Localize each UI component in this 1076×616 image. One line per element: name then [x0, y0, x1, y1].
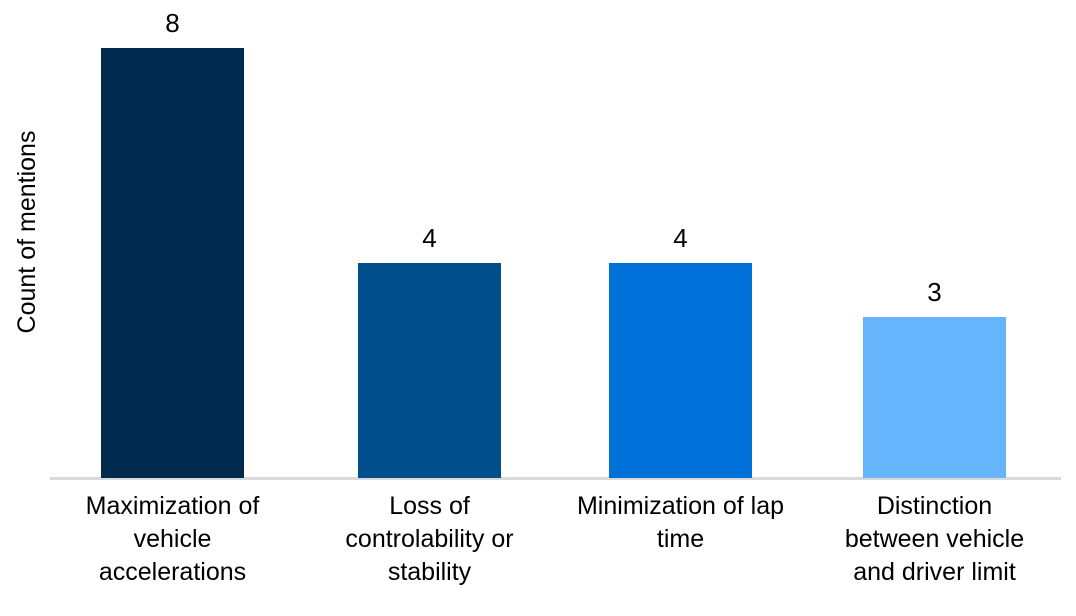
bar-value-label-3: 3: [927, 277, 942, 307]
category-label-2: Minimization of lap time: [576, 492, 785, 553]
bar-3: [863, 317, 1006, 478]
category-label-1: Loss of controlability or stability: [345, 492, 514, 586]
bar-0: [101, 48, 244, 478]
y-axis-label: Count of mentions: [13, 130, 41, 334]
category-label-0: Maximization of vehicle accelerations: [85, 492, 260, 586]
x-axis-line: [50, 477, 1061, 480]
bar-value-label-0: 8: [165, 8, 180, 38]
bar-value-label-2: 4: [673, 223, 688, 253]
bar-1: [358, 263, 501, 478]
bar-2: [609, 263, 752, 478]
bar-value-label-1: 4: [422, 223, 437, 253]
category-label-3: Distinction between vehicle and driver l…: [844, 492, 1025, 586]
